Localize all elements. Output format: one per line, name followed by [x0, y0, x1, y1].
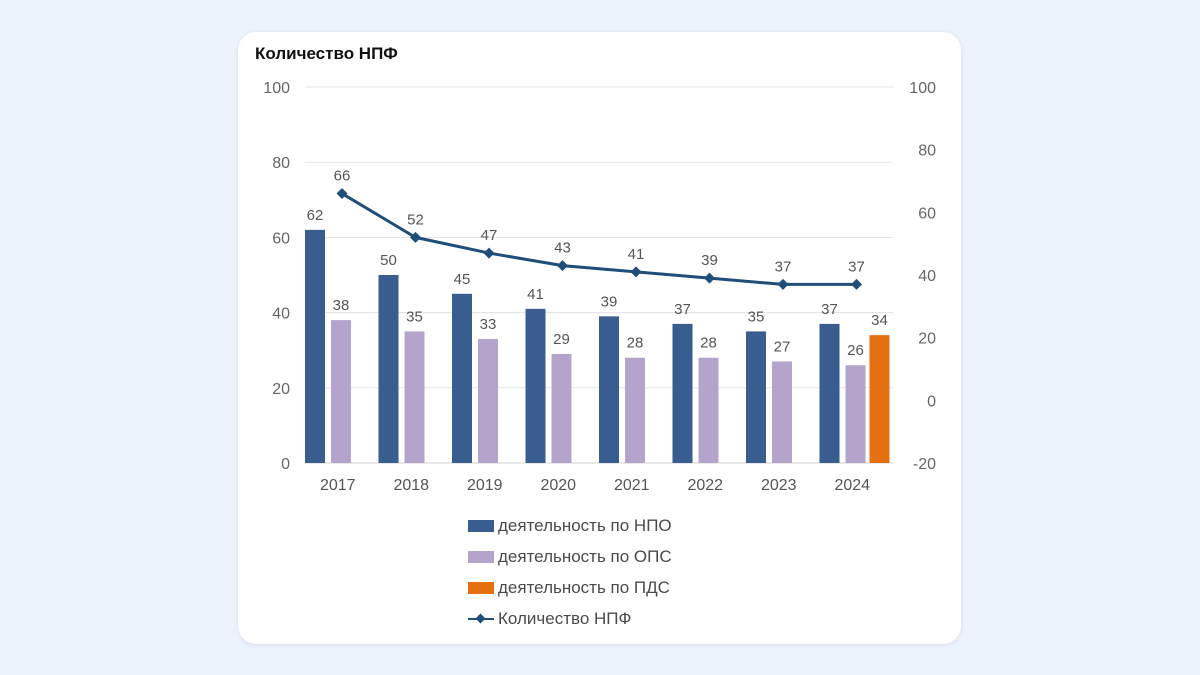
legend-label-npo: деятельность по НПО — [498, 515, 672, 535]
bar-ops — [404, 331, 425, 463]
bar-data-label: 27 — [774, 338, 791, 355]
line-marker — [704, 272, 715, 284]
y-left-tick-label: 80 — [272, 155, 290, 172]
bar-data-label: 35 — [748, 308, 765, 325]
bar-data-label: 35 — [406, 308, 423, 325]
y-left-tick-label: 60 — [272, 230, 290, 247]
right-axis: -20 0 20 40 60 80 100 — [909, 80, 936, 473]
bar-npo — [746, 331, 766, 463]
chart-title: Количество НПФ — [255, 44, 398, 63]
line-marker — [851, 278, 862, 290]
bar-npo — [819, 323, 840, 463]
x-tick-label: 2019 — [467, 477, 503, 494]
bar-data-label: 62 — [307, 207, 324, 224]
bar-npo — [672, 323, 693, 463]
bar-ops — [698, 357, 719, 463]
bar-data-label: 34 — [871, 312, 888, 329]
line-series: 66 52 47 43 41 39 37 37 — [334, 168, 865, 290]
bar-data-label: 45 — [454, 271, 471, 288]
line-data-label: 39 — [701, 252, 718, 269]
bar-data-label: 26 — [847, 342, 864, 359]
bar-npo — [599, 316, 619, 463]
left-axis: 0 20 40 60 80 100 — [263, 80, 290, 473]
bar-data-label: 37 — [674, 301, 691, 318]
bar-ops — [478, 338, 498, 463]
legend: деятельность по НПО деятельность по ОПС … — [468, 510, 672, 634]
y-right-tick-label: 40 — [918, 268, 936, 285]
legend-item-npo[interactable]: деятельность по НПО — [468, 510, 672, 541]
line-data-label: 66 — [334, 168, 351, 185]
bar-data-label: 50 — [380, 252, 397, 269]
legend-label-ops: деятельность по ОПС — [498, 546, 672, 566]
x-tick-label: 2018 — [393, 477, 429, 494]
y-right-tick-label: 60 — [918, 205, 936, 222]
y-right-tick-label: 20 — [918, 331, 936, 348]
bar-data-label: 29 — [553, 331, 570, 348]
line-data-label: 37 — [848, 258, 865, 275]
x-axis: 2017 2018 2019 2020 2021 2022 2023 2024 — [320, 477, 870, 494]
y-right-tick-label: 80 — [918, 143, 936, 160]
x-tick-label: 2024 — [834, 477, 870, 494]
line-data-label: 41 — [628, 246, 645, 263]
line-data-label: 52 — [407, 211, 424, 228]
bar-ops — [331, 320, 351, 463]
bar-npo — [378, 275, 399, 463]
line-path — [341, 192, 857, 286]
legend-swatch-ops — [468, 550, 494, 563]
legend-label-pds: деятельность по ПДС — [498, 577, 670, 597]
bar-ops — [772, 361, 792, 463]
bar-ops — [845, 365, 866, 463]
line-marker — [483, 247, 495, 259]
legend-item-pds[interactable]: деятельность по ПДС — [468, 572, 672, 603]
line-marker — [336, 188, 348, 200]
x-tick-label: 2020 — [540, 477, 576, 494]
bar-pds — [869, 335, 890, 463]
bar-data-label: 33 — [480, 316, 497, 333]
bar-data-label: 38 — [333, 297, 350, 314]
y-left-tick-label: 40 — [272, 306, 290, 323]
y-left-tick-label: 0 — [281, 456, 290, 473]
bar-npo — [525, 308, 546, 463]
line-data-label: 37 — [775, 258, 792, 275]
x-tick-label: 2023 — [761, 477, 797, 494]
line-marker — [410, 231, 421, 243]
x-tick-label: 2022 — [687, 477, 723, 494]
legend-label-count: Количество НПФ — [498, 608, 632, 628]
legend-item-ops[interactable]: деятельность по ОПС — [468, 541, 672, 572]
line-data-label: 43 — [554, 240, 571, 257]
bar-data-label: 28 — [700, 335, 717, 352]
bar-data-label: 28 — [627, 335, 644, 352]
x-tick-label: 2017 — [320, 477, 356, 494]
legend-swatch-count — [468, 613, 494, 625]
bar-data-label: 41 — [527, 286, 544, 303]
line-marker — [630, 266, 642, 278]
legend-swatch-pds — [468, 581, 494, 594]
bar-ops — [551, 353, 572, 463]
bar-data-label: 39 — [601, 293, 618, 310]
line-marker — [557, 260, 568, 272]
y-right-tick-label: -20 — [913, 456, 936, 473]
bar-ops — [625, 357, 645, 463]
legend-item-count[interactable]: Количество НПФ — [468, 603, 672, 634]
y-left-tick-label: 100 — [263, 80, 290, 97]
x-tick-label: 2021 — [614, 477, 650, 494]
bars: 62 38 50 35 45 33 41 29 39 28 37 28 35 27 37 26 34 — [305, 207, 890, 463]
y-left-tick-label: 20 — [272, 381, 290, 398]
y-right-tick-label: 0 — [927, 393, 936, 410]
line-data-label: 47 — [481, 227, 498, 244]
bar-data-label: 37 — [821, 301, 838, 318]
legend-swatch-npo — [468, 519, 494, 532]
line-marker — [777, 278, 789, 290]
y-right-tick-label: 100 — [909, 80, 936, 97]
bar-npo — [305, 229, 325, 463]
bar-npo — [452, 293, 472, 463]
